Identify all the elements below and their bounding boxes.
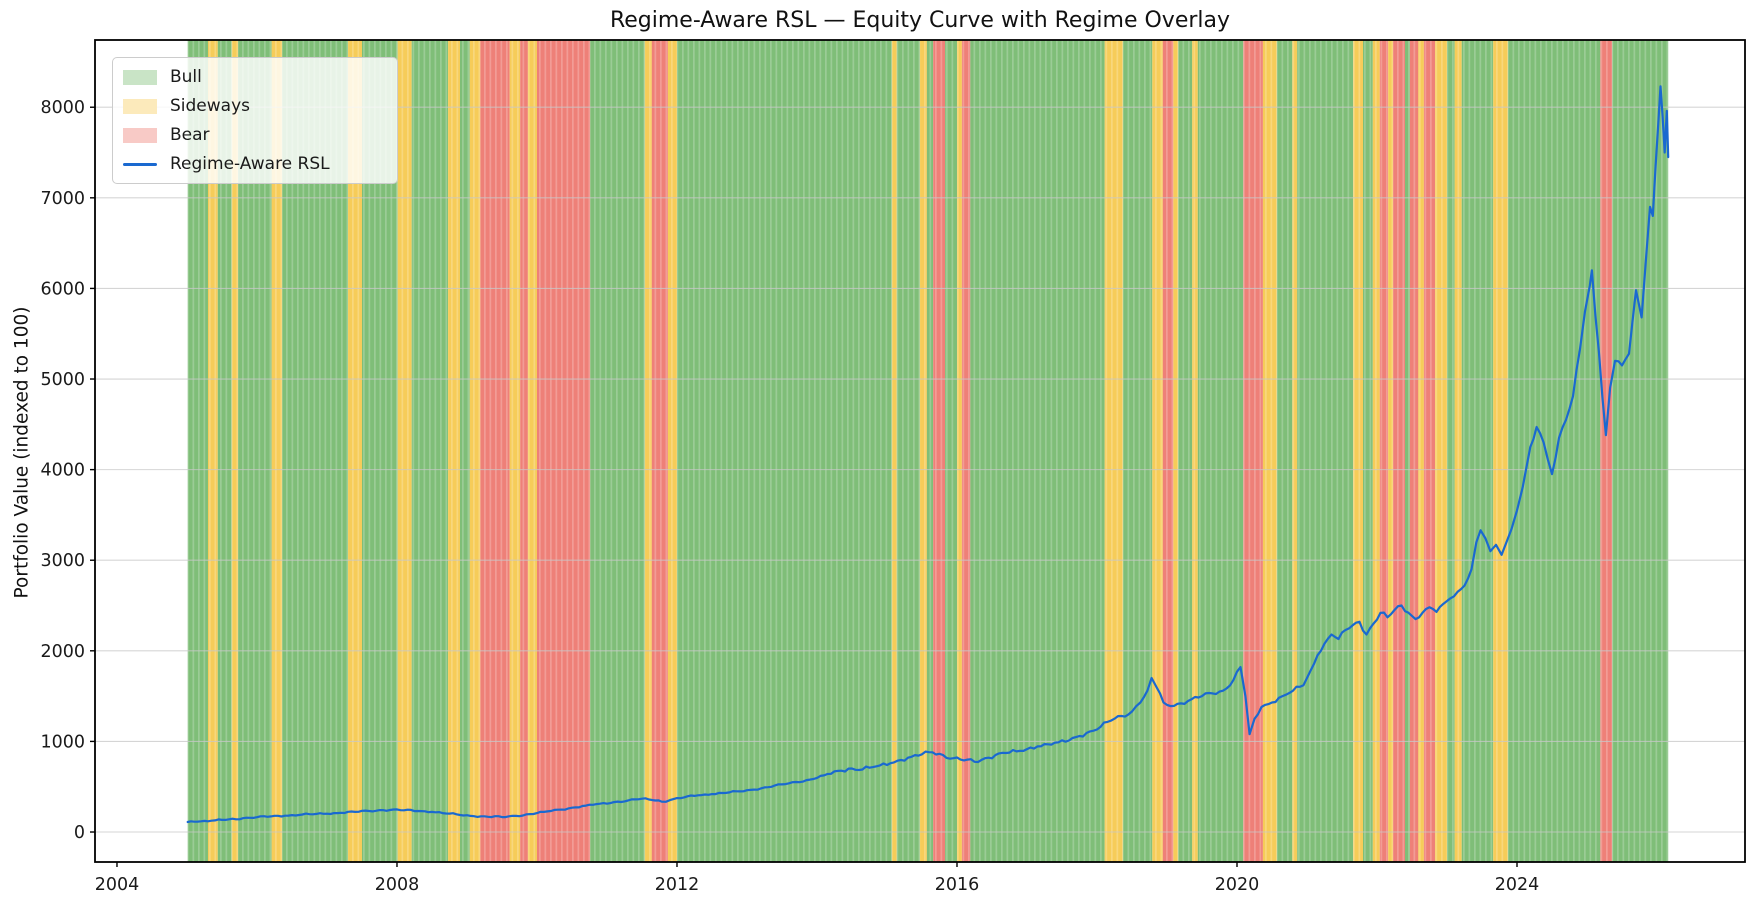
y-axis-label: Portfolio Value (indexed to 100) xyxy=(11,306,33,599)
x-tick-label: 2020 xyxy=(1215,875,1260,895)
legend-label: Regime-Aware RSL xyxy=(170,154,330,174)
legend-label: Bear xyxy=(170,125,210,145)
rsl-line-swatch-icon xyxy=(123,162,157,166)
y-tick-label: 5000 xyxy=(40,370,85,390)
y-tick-label: 3000 xyxy=(40,551,85,571)
axes-spines xyxy=(94,39,1746,863)
y-tick-label: 7000 xyxy=(40,189,85,209)
bull-swatch-icon xyxy=(123,69,157,85)
y-tick-label: 2000 xyxy=(40,642,85,662)
equity-curve-line xyxy=(186,85,1670,824)
y-tick-label: 0 xyxy=(74,823,85,843)
sideways-swatch-icon xyxy=(123,98,157,114)
bear-swatch-icon xyxy=(123,127,157,143)
y-tick-label: 8000 xyxy=(40,98,85,118)
x-tick-label: 2024 xyxy=(1495,875,1540,895)
x-tick-label: 2004 xyxy=(95,875,140,895)
x-tick-label: 2012 xyxy=(655,875,700,895)
x-tick-label: 2016 xyxy=(935,875,980,895)
y-tick-label: 6000 xyxy=(40,279,85,299)
y-tick-label: 4000 xyxy=(40,461,85,481)
x-tick-label: 2008 xyxy=(375,875,420,895)
legend-item-rsl-line: Regime-Aware RSL xyxy=(123,153,385,175)
legend-label: Bull xyxy=(170,67,202,87)
band-texture xyxy=(187,40,1669,862)
chart-title: Regime-Aware RSL — Equity Curve with Reg… xyxy=(609,8,1231,33)
y-tick-label: 1000 xyxy=(40,732,85,752)
legend-item-sideways: Sideways xyxy=(123,95,385,117)
legend: Bull Sideways Bear Regime-Aware RSL xyxy=(112,57,398,184)
legend-item-bull: Bull xyxy=(123,66,385,88)
legend-label: Sideways xyxy=(170,96,251,116)
legend-item-bear: Bear xyxy=(123,124,385,146)
